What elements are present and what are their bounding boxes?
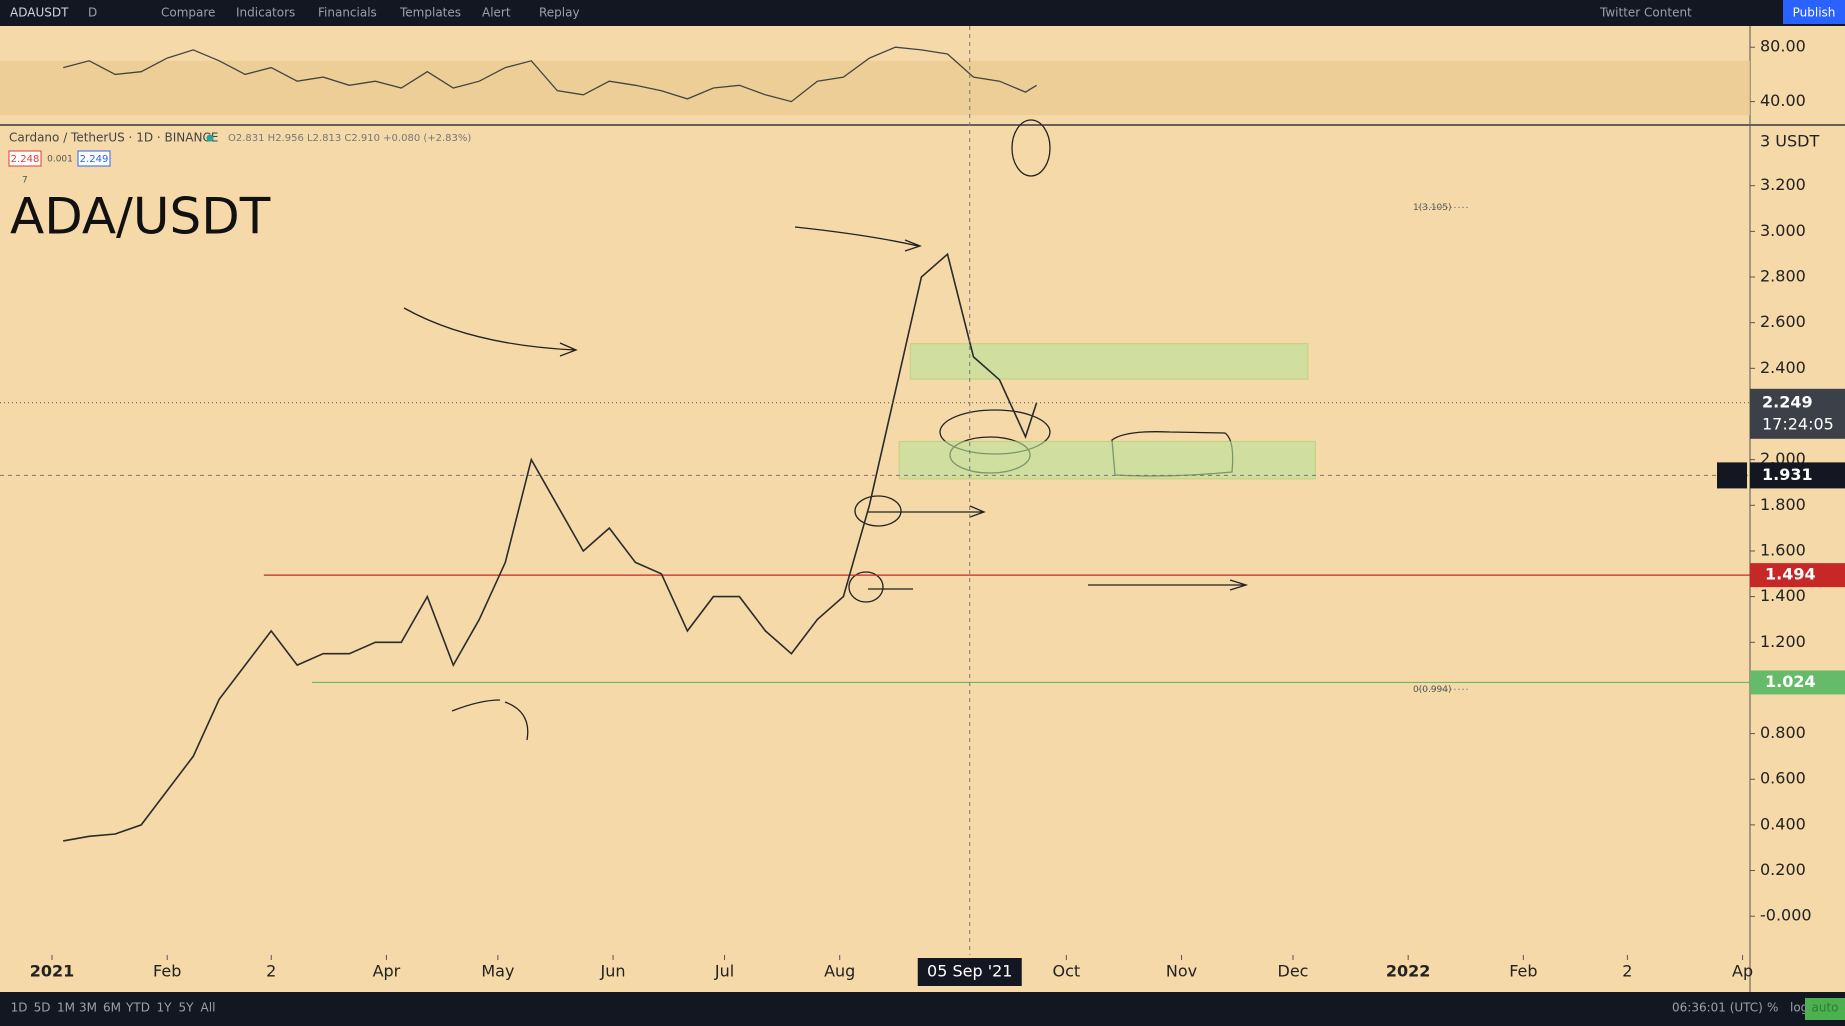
x-tick-label: Feb xyxy=(1509,962,1537,981)
interval[interactable]: D xyxy=(88,6,97,20)
zone xyxy=(909,343,1309,380)
fib-label: 0(0.994) xyxy=(1413,685,1452,695)
bid-box xyxy=(8,150,42,167)
legend-ohlc: O2.831 H2.956 L2.813 C2.910 +0.080 (+2.8… xyxy=(228,133,471,144)
x-tick-label: Nov xyxy=(1166,962,1197,981)
overlay-title: ADA/USDT xyxy=(10,188,271,246)
rsi-tick-label: 80.00 xyxy=(1760,37,1806,56)
y-tick-label: -0.000 xyxy=(1760,906,1812,925)
log-toggle[interactable]: log xyxy=(1790,1001,1808,1015)
x-tick-label: Oct xyxy=(1053,962,1081,981)
drawn-arrow xyxy=(403,307,578,357)
x-tick-label: Feb xyxy=(153,962,181,981)
x-tick-label: 2 xyxy=(266,962,276,981)
y-tick-label: 3.000 xyxy=(1760,221,1806,240)
y-tick-label: 1.400 xyxy=(1760,586,1806,605)
last-price-label: 2.249 xyxy=(1762,392,1813,411)
toolbar-button[interactable]: Financials xyxy=(318,6,377,20)
drawn-arrow xyxy=(794,226,922,252)
last-price-tag xyxy=(1750,388,1845,439)
price-line xyxy=(63,252,1038,842)
crosshair-y-label: 1.931 xyxy=(1762,465,1813,484)
toolbar-button[interactable]: Alert xyxy=(482,6,511,20)
x-tick-label: Jul xyxy=(714,962,734,981)
ask-box xyxy=(77,150,111,167)
collapse-count[interactable]: 7 xyxy=(22,176,28,186)
level-label: 1.494 xyxy=(1765,565,1816,584)
toolbar-button[interactable]: Templates xyxy=(399,6,461,20)
auto-toggle-bg[interactable] xyxy=(1805,998,1845,1020)
drawn-arrow xyxy=(451,699,529,741)
percent-toggle[interactable]: % xyxy=(1767,1001,1778,1015)
auto-toggle[interactable]: auto xyxy=(1811,1001,1838,1015)
fib-label: 1(3.105) xyxy=(1413,203,1452,213)
range-button[interactable]: YTD xyxy=(125,1001,150,1015)
rsi-band xyxy=(0,60,1750,116)
layout-name[interactable]: Twitter Content xyxy=(1599,6,1692,20)
symbol[interactable]: ADAUSDT xyxy=(10,6,69,20)
drawn-arrow xyxy=(1088,579,1249,591)
crosshair-y-tag xyxy=(1750,462,1845,489)
x-tick-label: Jun xyxy=(600,962,626,981)
range-button[interactable]: 3M xyxy=(79,1001,97,1015)
range-button[interactable]: 1M xyxy=(57,1001,75,1015)
zone xyxy=(898,440,1316,480)
crosshair-x-label: 05 Sep '21 xyxy=(927,962,1012,981)
drawn-circle xyxy=(1011,119,1051,177)
range-button[interactable]: 6M xyxy=(103,1001,121,1015)
y-tick-label: 0.400 xyxy=(1760,814,1806,833)
y-tick-label: 0.600 xyxy=(1760,769,1806,788)
y-tick-label: 1.600 xyxy=(1760,540,1806,559)
rsi-tick-label: 40.00 xyxy=(1760,91,1806,110)
ask: 2.249 xyxy=(80,154,109,165)
drawn-arrow xyxy=(868,505,986,590)
y-tick-label: 0.800 xyxy=(1760,723,1806,742)
x-tick-label: Apr xyxy=(373,962,401,981)
axis-unit: 3 USDT xyxy=(1760,132,1819,151)
y-tick-label: 2.400 xyxy=(1760,358,1806,377)
bottom-bar xyxy=(0,992,1845,1026)
x-tick-label: 2022 xyxy=(1386,962,1431,981)
rsi-line xyxy=(63,46,1037,103)
top-toolbar xyxy=(0,0,1845,26)
spread: 0.001 xyxy=(47,155,73,165)
drawn-circle xyxy=(848,571,884,603)
countdown: 17:24:05 xyxy=(1762,414,1834,433)
y-tick-label: 1.200 xyxy=(1760,632,1806,651)
level-tag xyxy=(1750,563,1845,588)
toolbar-button[interactable]: Replay xyxy=(539,6,580,20)
crosshair-add-button[interactable] xyxy=(1717,462,1747,489)
toolbar-button[interactable]: Compare xyxy=(161,6,215,20)
range-button[interactable]: 1D xyxy=(11,1001,28,1015)
legend-title: Cardano / TetherUS · 1D · BINANCE xyxy=(9,131,218,145)
publish-button[interactable] xyxy=(1783,0,1845,24)
x-tick-label: Dec xyxy=(1278,962,1309,981)
crosshair-x-tag xyxy=(917,958,1022,986)
x-tick-label: 2 xyxy=(1622,962,1632,981)
level-tag xyxy=(1750,670,1845,695)
level-label: 1.024 xyxy=(1765,672,1816,691)
publish-label[interactable]: Publish xyxy=(1793,6,1836,20)
clock: 06:36:01 (UTC) xyxy=(1672,1001,1763,1015)
x-tick-label: Ap xyxy=(1732,962,1753,981)
range-button[interactable]: 5Y xyxy=(179,1001,195,1015)
toolbar-button[interactable]: Indicators xyxy=(236,6,295,20)
y-tick-label: 3.200 xyxy=(1760,175,1806,194)
y-tick-label: 0.200 xyxy=(1760,860,1806,879)
bid: 2.248 xyxy=(11,154,40,165)
y-tick-label: 2.800 xyxy=(1760,267,1806,286)
y-tick-label: 1.800 xyxy=(1760,495,1806,514)
status-dot xyxy=(206,134,214,142)
x-tick-label: Aug xyxy=(824,962,855,981)
drawn-circle xyxy=(854,495,902,527)
y-tick-label: 2.600 xyxy=(1760,312,1806,331)
range-button[interactable]: 1Y xyxy=(157,1001,173,1015)
range-button[interactable]: 5D xyxy=(34,1001,51,1015)
x-tick-label: 2021 xyxy=(30,962,75,981)
x-tick-label: May xyxy=(481,962,514,981)
range-button[interactable]: All xyxy=(201,1001,216,1015)
